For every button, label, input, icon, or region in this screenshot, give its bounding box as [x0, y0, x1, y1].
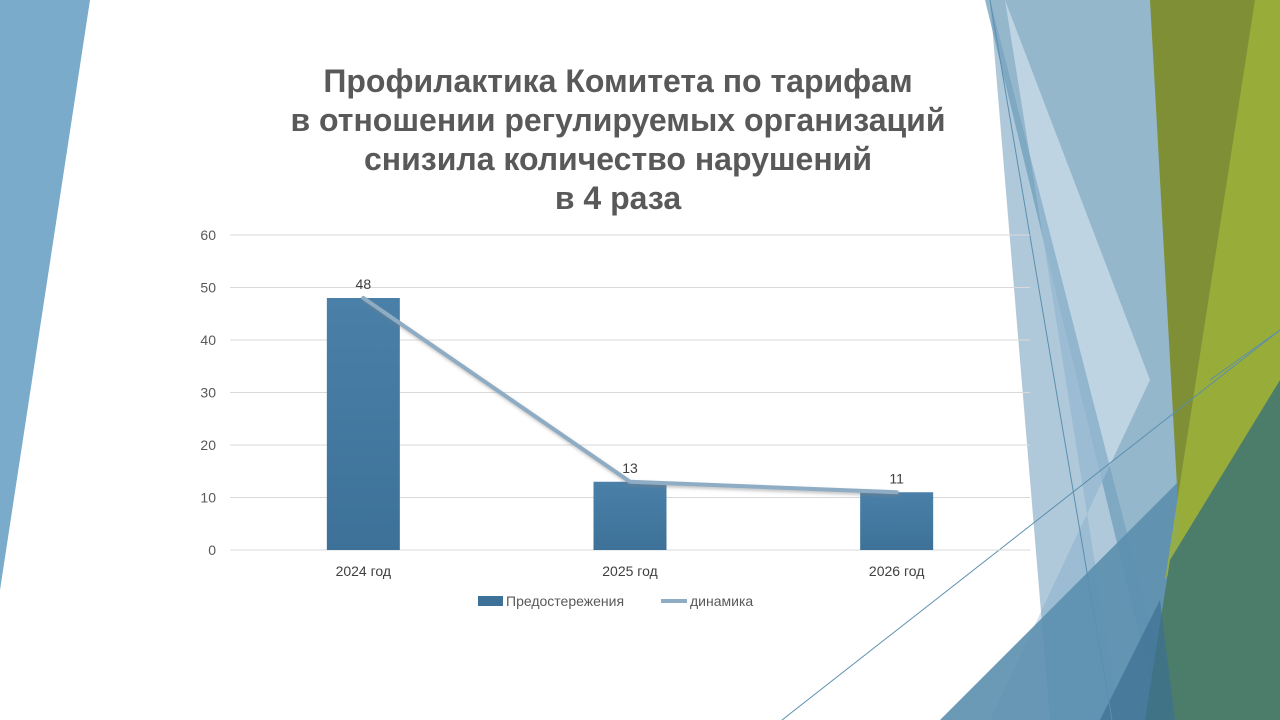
decor-thin-line: [989, 0, 1113, 720]
page-title: Профилактика Комитета по тарифам в отнош…: [233, 62, 1003, 218]
y-tick-label: 10: [200, 490, 216, 506]
x-tick-label: 2026 год: [869, 563, 924, 579]
bars: [326, 298, 934, 550]
title-line: в отношении регулируемых организаций: [290, 102, 946, 138]
x-tick-label: 2025 год: [602, 563, 657, 579]
y-axis: 0 10 20 30 40 50 60: [200, 227, 216, 558]
title-line: снизила количество нарушений: [363, 141, 873, 177]
title-line: в 4 раза: [554, 180, 682, 216]
decor-thin-line: [781, 329, 1280, 720]
left-blue-triangle: [0, 0, 90, 590]
bar: [860, 492, 934, 550]
legend-label: динамика: [690, 593, 753, 609]
bar: [593, 481, 667, 550]
legend-swatch-bar: [478, 596, 503, 606]
right-deep-blue-triangle: [1100, 600, 1175, 720]
y-tick-label: 30: [200, 385, 216, 401]
legend: Предостережения динамика: [478, 593, 753, 609]
y-tick-label: 50: [200, 280, 216, 296]
x-tick-label: 2024 год: [336, 563, 391, 579]
legend-label: Предостережения: [506, 593, 624, 609]
y-tick-label: 60: [200, 227, 216, 243]
data-labels: 48 13 11: [356, 276, 905, 486]
title-line: Профилактика Комитета по тарифам: [323, 63, 913, 99]
right-lime-triangle: [1165, 0, 1280, 580]
decor-thin-line: [1209, 329, 1280, 381]
trend-line: [361, 296, 899, 495]
bar: [326, 298, 400, 550]
y-tick-label: 0: [208, 542, 216, 558]
data-label: 13: [622, 460, 638, 476]
x-axis: 2024 год 2025 год 2026 год: [336, 563, 925, 579]
data-label: 11: [889, 470, 904, 486]
right-teal-triangle: [1145, 380, 1280, 720]
data-label: 48: [356, 276, 372, 292]
series-line: [361, 296, 899, 495]
y-tick-label: 20: [200, 437, 216, 453]
y-tick-label: 40: [200, 332, 216, 348]
